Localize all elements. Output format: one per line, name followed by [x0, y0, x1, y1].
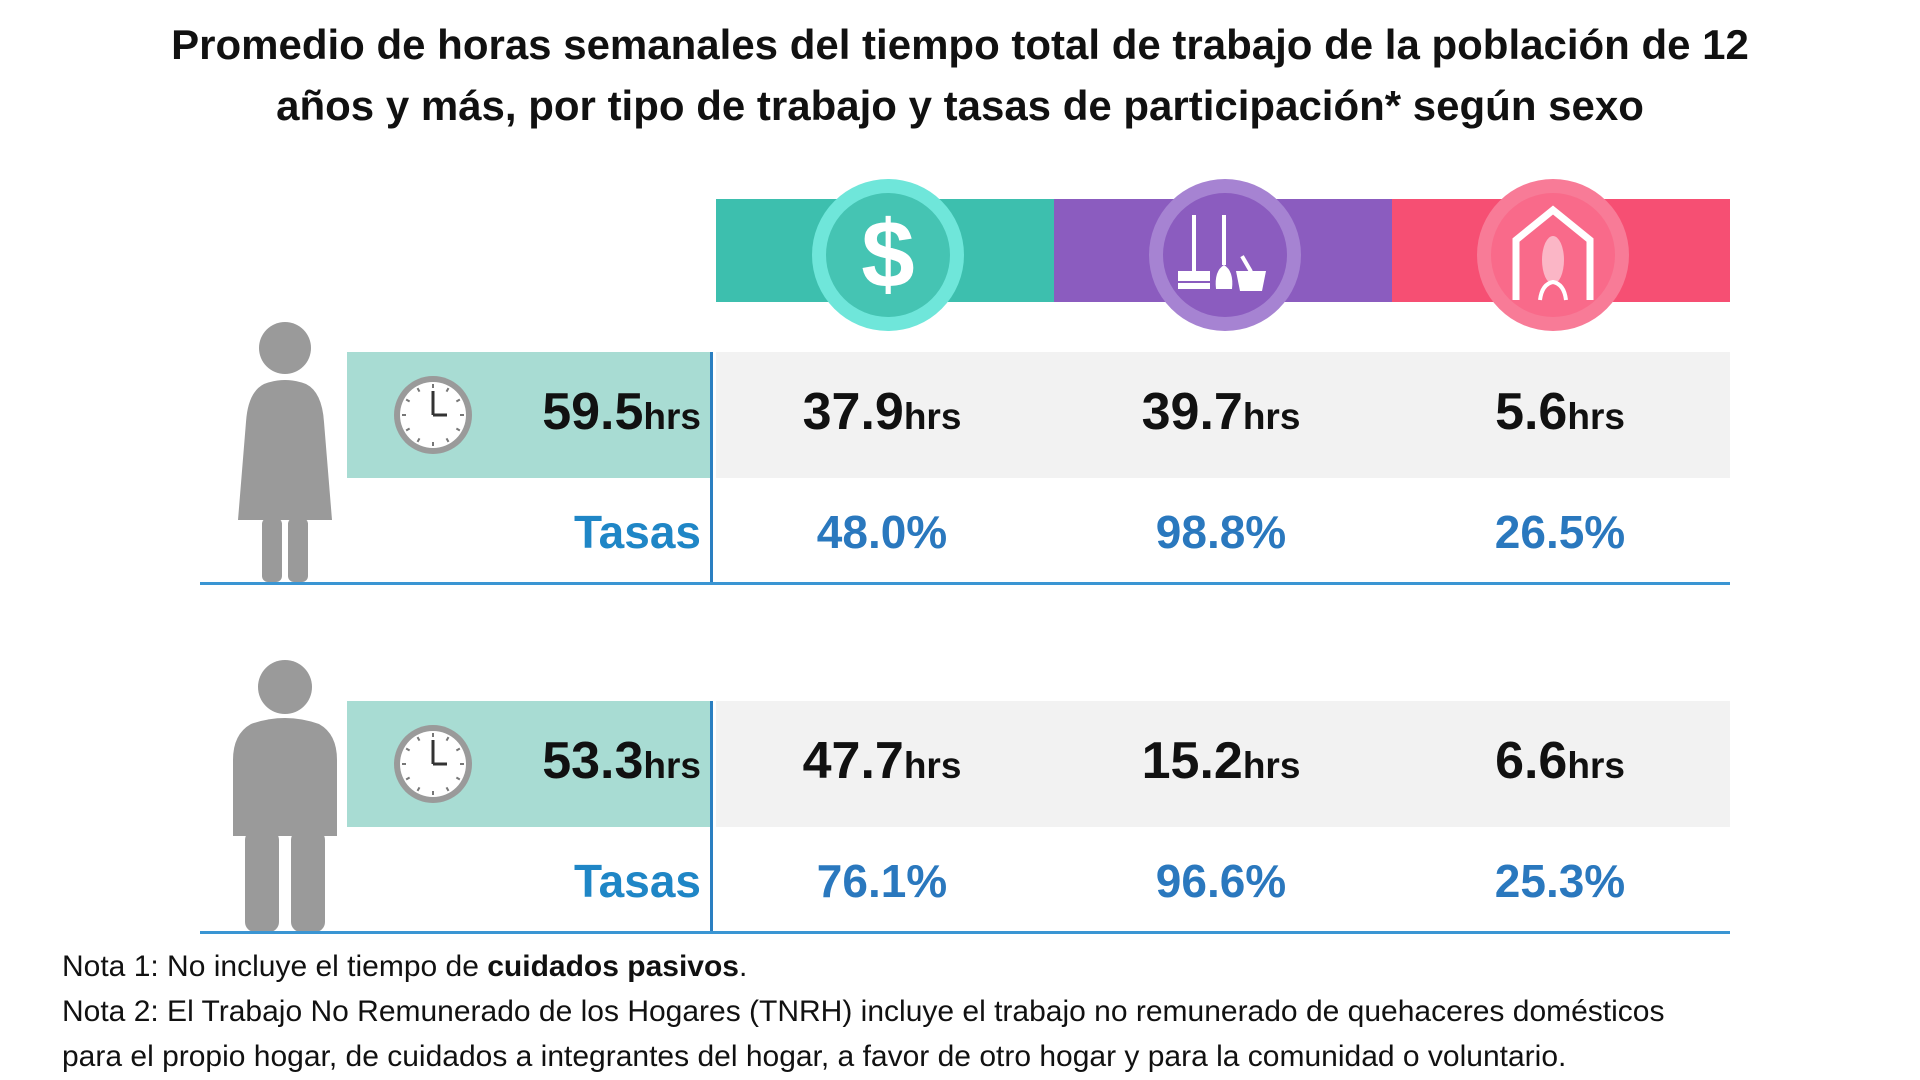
broom-bucket-icon [1149, 179, 1301, 331]
clock-icon [391, 722, 475, 806]
hours-value: 47.7hrs [802, 732, 962, 790]
man-icon [231, 660, 339, 937]
note-1: Nota 1: No incluye el tiempo de cuidados… [62, 950, 748, 983]
divider-vertical [710, 352, 713, 584]
rates-label: Tasas [573, 855, 701, 907]
hours-value: 15.2hrs [1141, 732, 1301, 790]
total-hours: 59.5hrs [542, 383, 701, 441]
hours-value: 37.9hrs [802, 383, 962, 441]
rate-value: 76.1% [816, 855, 948, 907]
rate-value: 98.8% [1155, 506, 1287, 558]
total-hours: 53.3hrs [542, 732, 701, 790]
hours-row [716, 701, 1730, 827]
svg-text:$: $ [861, 205, 914, 305]
woman-icon [234, 322, 336, 589]
rate-value: 96.6% [1155, 855, 1287, 907]
hours-value: 5.6hrs [1495, 383, 1625, 441]
hours-value: 39.7hrs [1141, 383, 1301, 441]
clock-icon [391, 373, 475, 457]
dollar-icon: $ [812, 179, 964, 331]
rate-value: 48.0% [816, 506, 948, 558]
note-2-line-1: Nota 2: El Trabajo No Remunerado de los … [62, 995, 1665, 1028]
divider-horizontal [200, 582, 1730, 585]
divider-vertical [710, 701, 713, 933]
rates-label: Tasas [573, 506, 701, 558]
chart-title: Promedio de horas semanales del tiempo t… [171, 21, 1749, 129]
hours-row [716, 352, 1730, 478]
hours-value: 6.6hrs [1495, 732, 1625, 790]
rate-value: 26.5% [1494, 506, 1626, 558]
note-2-line-2: para el propio hogar, de cuidados a inte… [62, 1040, 1567, 1073]
rate-value: 25.3% [1494, 855, 1626, 907]
divider-horizontal [200, 931, 1730, 934]
house-corn-icon [1477, 179, 1629, 331]
